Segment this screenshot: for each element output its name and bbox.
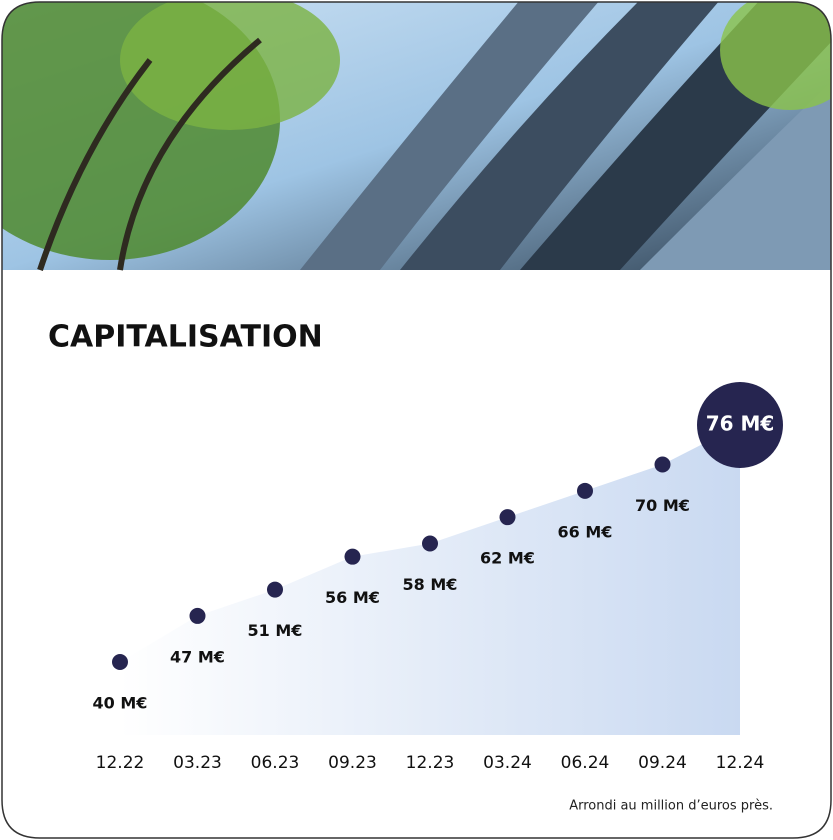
value-label: 66 M€ xyxy=(558,522,613,541)
value-label: 51 M€ xyxy=(248,621,303,640)
photo xyxy=(0,0,833,270)
page: CAPITALISATION Arrondi au million d’euro… xyxy=(0,0,833,840)
value-label: 62 M€ xyxy=(480,549,535,568)
point xyxy=(422,536,438,552)
point xyxy=(655,457,671,473)
point xyxy=(112,654,128,670)
note: Arrondi au million d’euros près. xyxy=(569,799,773,814)
value-label: 70 M€ xyxy=(635,496,690,515)
x-tick-label: 12.22 xyxy=(96,753,145,773)
x-tick-label: 09.24 xyxy=(638,753,687,773)
value-label: 76 M€ xyxy=(706,412,775,436)
point xyxy=(267,582,283,598)
chart-title: CAPITALISATION xyxy=(48,320,323,355)
x-tick-label: 06.24 xyxy=(561,753,610,773)
point xyxy=(190,608,206,624)
x-tick-label: 03.24 xyxy=(483,753,532,773)
card: CAPITALISATION Arrondi au million d’euro… xyxy=(0,0,833,840)
x-tick-label: 09.23 xyxy=(328,753,377,773)
value-label: 56 M€ xyxy=(325,588,380,607)
value-label: 47 M€ xyxy=(170,647,225,666)
x-tick-label: 12.23 xyxy=(406,753,455,773)
x-tick-label: 12.24 xyxy=(716,753,765,773)
point xyxy=(577,483,593,499)
point xyxy=(345,549,361,565)
point xyxy=(500,509,516,525)
value-label: 40 M€ xyxy=(93,694,148,713)
value-label: 58 M€ xyxy=(403,575,458,594)
x-tick-label: 06.23 xyxy=(251,753,300,773)
x-tick-label: 03.23 xyxy=(173,753,222,773)
